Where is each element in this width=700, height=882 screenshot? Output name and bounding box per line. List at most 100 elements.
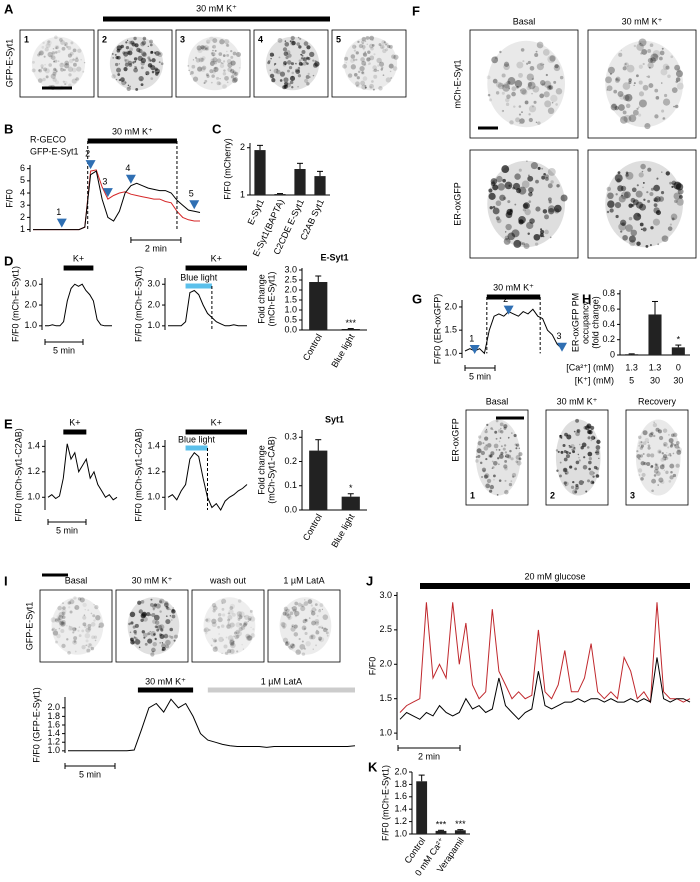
cell-spot [495, 437, 498, 440]
cell-spot [513, 105, 516, 108]
cell-spot [75, 78, 77, 81]
cell-spot [41, 66, 44, 70]
cell-spot [247, 635, 253, 641]
cell-spot [283, 61, 287, 65]
cell-spot [482, 469, 486, 473]
cell-spot [665, 456, 669, 460]
x-tick-label: Blue light [329, 512, 356, 549]
cell-spot [289, 40, 292, 43]
cell-spot [69, 599, 75, 605]
cell-spot [287, 615, 293, 620]
cell-spot [312, 62, 318, 68]
y-tick-label: 0 [610, 349, 615, 359]
cell-spot [476, 448, 482, 454]
cell-spot [484, 473, 490, 479]
cell-spot [528, 117, 533, 123]
cell-spot [200, 57, 205, 62]
cell-spot [644, 437, 650, 443]
cell-spot [211, 618, 217, 624]
cell-spot [294, 614, 298, 618]
cell-spot [366, 57, 371, 61]
cell-spot [642, 181, 645, 184]
cell-spot [647, 75, 651, 79]
row-label: mCh-E-Syt1 [452, 59, 462, 108]
cell-spot [642, 453, 645, 455]
cell-spot [120, 77, 125, 82]
cell-spot [85, 644, 88, 647]
cell-spot [569, 465, 573, 469]
cell-spot [488, 98, 492, 102]
cell-spot [671, 180, 677, 186]
cell-spot [301, 54, 304, 57]
cell-spot [503, 61, 510, 67]
cell-spot [622, 66, 627, 71]
cell-spot [120, 44, 124, 49]
cell-spot [654, 88, 659, 93]
cell-spot [81, 629, 85, 633]
y-tick-label: 1.0 [27, 492, 40, 502]
cell-spot [227, 67, 233, 72]
cell-spot [364, 84, 367, 87]
cell-spot [198, 57, 204, 63]
cell-spot [542, 63, 545, 66]
cell-spot [238, 627, 243, 632]
cell-spot [286, 608, 290, 613]
cell-spot [292, 608, 297, 613]
cell-spot [305, 61, 307, 63]
image-title: 1 µM LatA [283, 575, 324, 585]
cell-spot [490, 427, 493, 430]
cell-spot [52, 630, 59, 636]
cell-spot [299, 643, 306, 650]
cell-spot [312, 74, 315, 77]
cell-spot [671, 433, 675, 438]
cell-spot [210, 52, 214, 55]
cell-spot [159, 633, 165, 639]
cell-spot [241, 624, 243, 626]
cell-spot [279, 71, 286, 77]
cell-spot [366, 43, 368, 45]
cell-spot [134, 639, 141, 645]
cell-spot [150, 630, 156, 637]
panel-label: A [4, 1, 14, 16]
cell-spot [592, 481, 595, 484]
row-value: 30 [650, 375, 660, 385]
cell-spot [273, 68, 279, 74]
cell-spot [287, 53, 292, 58]
cell-spot [226, 81, 229, 84]
cell-spot [129, 85, 131, 88]
cell-spot [57, 618, 62, 623]
cell-spot [580, 445, 584, 450]
cell-spot [482, 442, 485, 445]
cell-spot [556, 184, 560, 188]
cell-spot [221, 613, 226, 617]
cell-spot [361, 60, 367, 66]
cell-spot [637, 468, 643, 473]
cell-spot [49, 55, 54, 59]
cell-spot [192, 76, 199, 82]
y-tick-label: 1.2 [27, 466, 40, 476]
cell-spot [151, 612, 156, 617]
cell-spot [492, 205, 496, 209]
cell-spot [229, 603, 236, 609]
cell-spot [657, 484, 660, 486]
cell-spot [219, 78, 221, 80]
cell-spot [47, 40, 51, 44]
cell-spot [200, 45, 205, 50]
cell-spot [672, 452, 675, 455]
cell-spot [578, 480, 584, 486]
cell-spot [639, 458, 642, 461]
cell-spot [143, 636, 146, 639]
trace [68, 698, 356, 752]
cell-spot [324, 627, 326, 630]
cell-spot [489, 454, 492, 458]
cell-spot [673, 181, 682, 190]
cell-spot [298, 45, 302, 49]
cell-spot [592, 475, 595, 478]
time-scale-label: 5 min [79, 769, 101, 779]
cell-spot [502, 447, 506, 451]
cell-spot [642, 441, 647, 446]
cell-spot [614, 174, 623, 183]
cell-spot [221, 598, 227, 604]
cell-spot [665, 470, 669, 475]
cell-spot [676, 449, 682, 455]
